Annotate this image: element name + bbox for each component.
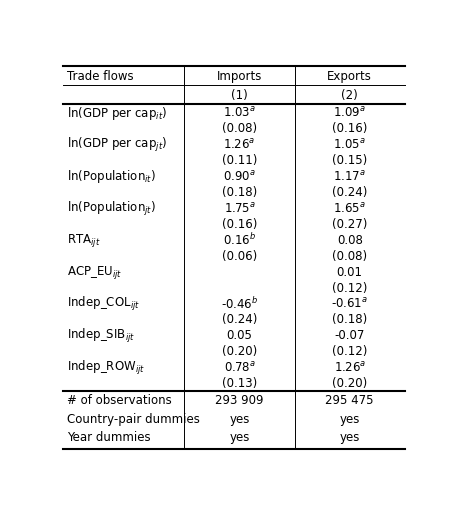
Text: yes: yes	[229, 431, 250, 443]
Text: Imports: Imports	[217, 70, 262, 83]
Text: 0.08: 0.08	[337, 234, 363, 246]
Text: (0.27): (0.27)	[332, 217, 367, 231]
Text: Indep_ROW$_{ijt}$: Indep_ROW$_{ijt}$	[67, 358, 145, 376]
Text: ln(GDP per cap$_{it}$): ln(GDP per cap$_{it}$)	[67, 104, 167, 121]
Text: ln(Population$_{it}$): ln(Population$_{it}$)	[67, 168, 156, 185]
Text: (0.15): (0.15)	[332, 154, 367, 167]
Text: ln(GDP per cap$_{jt}$): ln(GDP per cap$_{jt}$)	[67, 135, 167, 154]
Text: 1.75$^{a}$: 1.75$^{a}$	[223, 201, 256, 215]
Text: RTA$_{ijt}$: RTA$_{ijt}$	[67, 232, 100, 248]
Text: Trade flows: Trade flows	[67, 70, 133, 83]
Text: # of observations: # of observations	[67, 393, 172, 407]
Text: (0.12): (0.12)	[332, 281, 367, 294]
Text: 1.05$^{a}$: 1.05$^{a}$	[333, 137, 366, 152]
Text: 0.90$^{a}$: 0.90$^{a}$	[223, 169, 256, 183]
Text: (2): (2)	[341, 89, 358, 102]
Text: 295 475: 295 475	[326, 393, 374, 407]
Text: yes: yes	[229, 412, 250, 425]
Text: -0.07: -0.07	[335, 329, 365, 342]
Text: ln(Population$_{jt}$): ln(Population$_{jt}$)	[67, 199, 156, 217]
Text: (0.16): (0.16)	[222, 217, 257, 231]
Text: Indep_COL$_{ijt}$: Indep_COL$_{ijt}$	[67, 294, 140, 313]
Text: 0.01: 0.01	[337, 265, 363, 278]
Text: (0.18): (0.18)	[332, 313, 367, 326]
Text: -0.61$^{a}$: -0.61$^{a}$	[331, 296, 368, 310]
Text: 1.26$^{a}$: 1.26$^{a}$	[223, 137, 256, 152]
Text: 293 909: 293 909	[215, 393, 264, 407]
Text: 0.78$^{a}$: 0.78$^{a}$	[223, 360, 256, 374]
Text: (0.20): (0.20)	[222, 345, 257, 357]
Text: 1.03$^{a}$: 1.03$^{a}$	[223, 106, 256, 120]
Text: (0.11): (0.11)	[222, 154, 257, 167]
Text: ACP_EU$_{ijt}$: ACP_EU$_{ijt}$	[67, 263, 122, 280]
Text: 0.16$^{b}$: 0.16$^{b}$	[223, 232, 256, 248]
Text: 1.09$^{a}$: 1.09$^{a}$	[333, 106, 366, 120]
Text: 0.05: 0.05	[227, 329, 252, 342]
Text: -0.46$^{b}$: -0.46$^{b}$	[221, 296, 258, 312]
Text: (1): (1)	[231, 89, 248, 102]
Text: 1.17$^{a}$: 1.17$^{a}$	[333, 169, 366, 183]
Text: (0.20): (0.20)	[332, 376, 367, 389]
Text: (0.24): (0.24)	[332, 186, 367, 199]
Text: Exports: Exports	[327, 70, 372, 83]
Text: (0.06): (0.06)	[222, 249, 257, 262]
Text: (0.18): (0.18)	[222, 186, 257, 199]
Text: (0.08): (0.08)	[222, 122, 257, 135]
Text: 1.65$^{a}$: 1.65$^{a}$	[333, 201, 366, 215]
Text: (0.13): (0.13)	[222, 376, 257, 389]
Text: (0.08): (0.08)	[332, 249, 367, 262]
Text: 1.26$^{a}$: 1.26$^{a}$	[334, 360, 366, 374]
Text: Indep_SIB$_{ijt}$: Indep_SIB$_{ijt}$	[67, 326, 135, 344]
Text: (0.24): (0.24)	[222, 313, 257, 326]
Text: (0.12): (0.12)	[332, 345, 367, 357]
Text: Country-pair dummies: Country-pair dummies	[67, 412, 200, 425]
Text: yes: yes	[340, 431, 360, 443]
Text: Year dummies: Year dummies	[67, 431, 150, 443]
Text: (0.16): (0.16)	[332, 122, 367, 135]
Text: yes: yes	[340, 412, 360, 425]
